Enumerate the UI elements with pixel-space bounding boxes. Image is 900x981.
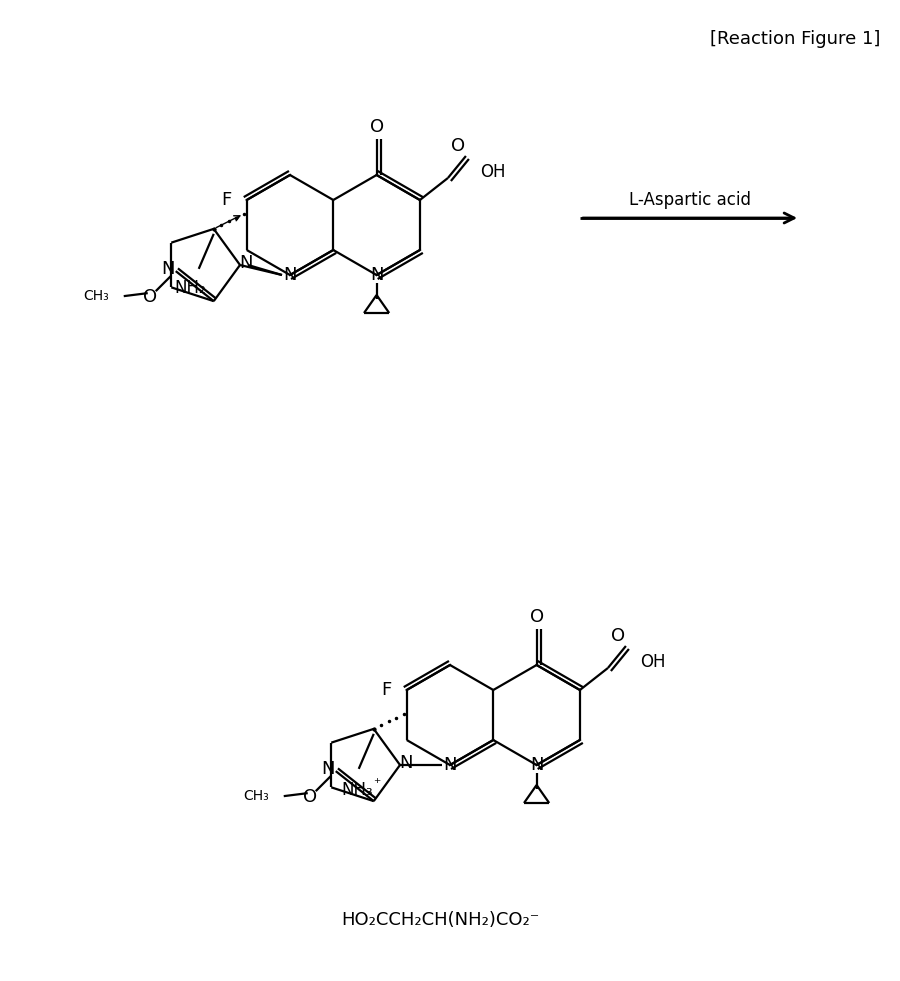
Text: N: N: [284, 266, 297, 284]
Text: CH₃: CH₃: [243, 789, 269, 803]
Text: [Reaction Figure 1]: [Reaction Figure 1]: [709, 30, 880, 48]
Text: N: N: [321, 760, 335, 778]
Text: O: O: [370, 118, 383, 136]
Text: N: N: [161, 260, 175, 279]
Text: O: O: [302, 788, 317, 806]
Text: CH₃: CH₃: [83, 289, 109, 303]
Text: ⁺: ⁺: [374, 777, 381, 791]
Text: OH: OH: [480, 163, 506, 181]
Text: NH₃: NH₃: [341, 781, 373, 799]
Text: F: F: [221, 191, 232, 209]
Text: OH: OH: [640, 653, 665, 671]
Text: O: O: [529, 608, 544, 626]
Text: N: N: [530, 756, 544, 774]
Text: F: F: [382, 681, 392, 699]
Text: N: N: [400, 754, 413, 772]
Text: O: O: [611, 627, 625, 645]
Text: N: N: [443, 756, 456, 774]
Text: NH₂: NH₂: [175, 279, 207, 297]
Text: HO₂CCH₂CH(NH₂)CO₂⁻: HO₂CCH₂CH(NH₂)CO₂⁻: [341, 911, 539, 929]
Text: O: O: [451, 137, 465, 155]
Text: N: N: [239, 254, 253, 272]
Text: O: O: [143, 288, 157, 306]
Text: N: N: [370, 266, 383, 284]
Text: L-Aspartic acid: L-Aspartic acid: [629, 191, 751, 209]
